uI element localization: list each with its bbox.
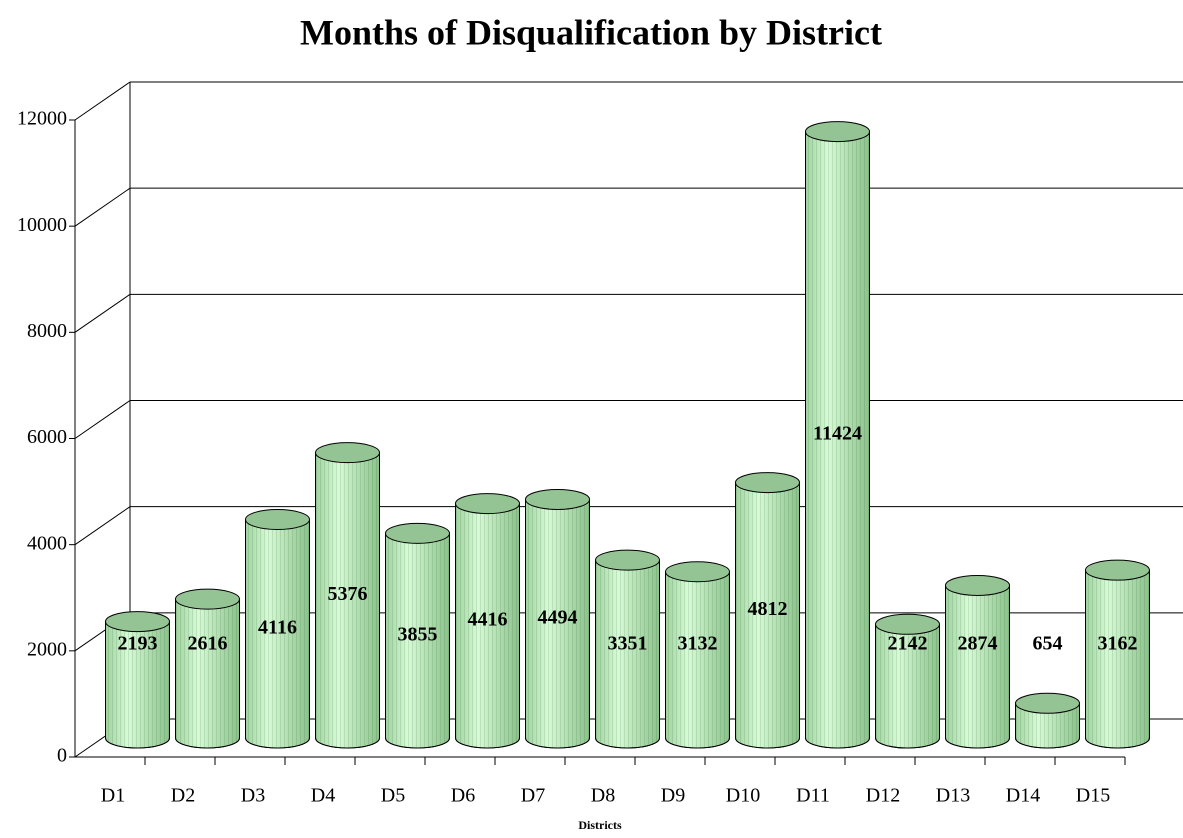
chart-title: Months of Disqualification by District bbox=[300, 12, 882, 52]
x-tick-label: D12 bbox=[866, 785, 900, 807]
data-label: 3855 bbox=[398, 623, 438, 645]
bar bbox=[735, 472, 800, 749]
x-tick-label: D10 bbox=[726, 785, 760, 807]
data-label: 2193 bbox=[118, 633, 158, 655]
data-label: 4416 bbox=[468, 608, 508, 630]
bar bbox=[1015, 692, 1080, 749]
x-tick-label: D4 bbox=[311, 785, 335, 807]
x-tick-label: D13 bbox=[936, 785, 970, 807]
bar bbox=[945, 574, 1010, 749]
x-tick-label: D5 bbox=[381, 785, 405, 807]
y-tick-label: 12000 bbox=[17, 108, 67, 130]
bar bbox=[245, 509, 310, 749]
x-tick-label: D8 bbox=[591, 785, 615, 807]
x-tick-label: D1 bbox=[101, 785, 125, 807]
bar bbox=[805, 121, 870, 749]
data-label: 4812 bbox=[748, 598, 788, 620]
data-label: 3351 bbox=[608, 633, 648, 655]
data-label: 3132 bbox=[678, 633, 718, 655]
bar bbox=[105, 611, 170, 749]
x-tick-label: D3 bbox=[241, 785, 265, 807]
data-label: 11424 bbox=[813, 422, 862, 444]
data-label: 3162 bbox=[1098, 633, 1138, 655]
bar bbox=[315, 442, 380, 749]
y-tick-label: 4000 bbox=[27, 532, 67, 554]
grid-line bbox=[74, 187, 131, 227]
bar bbox=[1085, 559, 1150, 749]
grid-line bbox=[74, 293, 131, 333]
bar bbox=[175, 588, 240, 749]
bar bbox=[875, 613, 940, 749]
y-tick-label: 0 bbox=[57, 745, 67, 767]
x-tick-label: D7 bbox=[521, 785, 545, 807]
x-axis-title: Districts bbox=[578, 818, 622, 832]
bar bbox=[525, 488, 590, 749]
data-label: 2616 bbox=[188, 633, 228, 655]
y-tick-label: 6000 bbox=[27, 426, 67, 448]
data-label: 2874 bbox=[958, 633, 998, 655]
y-tick-label: 8000 bbox=[27, 320, 67, 342]
data-label: 2142 bbox=[888, 633, 928, 655]
bar bbox=[595, 549, 660, 749]
data-label: 5376 bbox=[328, 583, 368, 605]
grid-line bbox=[74, 400, 131, 439]
bar bbox=[455, 493, 520, 749]
x-tick-label: D11 bbox=[796, 785, 830, 807]
x-tick-label: D2 bbox=[171, 785, 195, 807]
x-tick-label: D9 bbox=[661, 785, 685, 807]
bar bbox=[665, 561, 730, 749]
y-tick-label: 2000 bbox=[27, 638, 67, 660]
y-tick-label: 10000 bbox=[17, 214, 67, 236]
bar bbox=[385, 522, 450, 749]
data-label: 4494 bbox=[538, 606, 578, 628]
x-tick-label: D14 bbox=[1006, 785, 1040, 807]
x-tick-label: D15 bbox=[1076, 785, 1110, 807]
grid-line bbox=[74, 81, 131, 121]
data-label: 4116 bbox=[258, 616, 297, 638]
grid-line bbox=[74, 506, 131, 546]
x-tick-label: D6 bbox=[451, 785, 475, 807]
data-label: 654 bbox=[1033, 633, 1063, 655]
